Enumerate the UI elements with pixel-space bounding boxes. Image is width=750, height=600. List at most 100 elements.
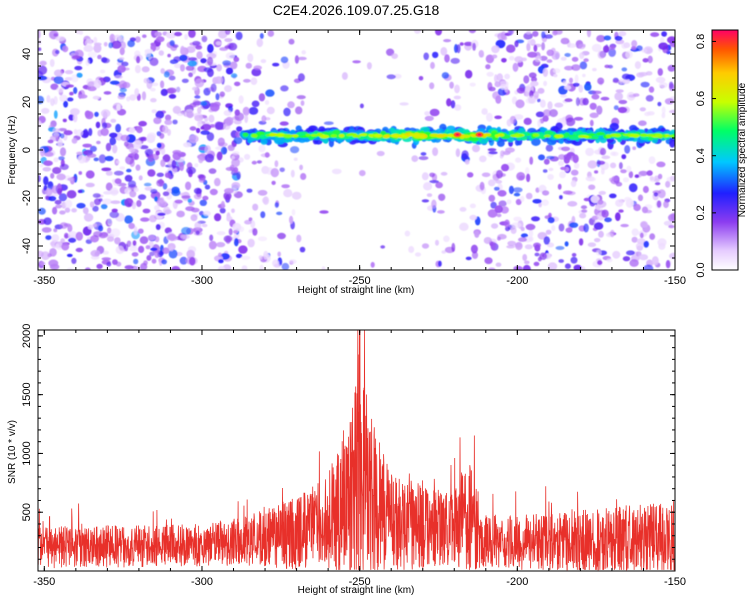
- band-blob: [544, 134, 551, 138]
- x-tick-label: -150: [664, 576, 686, 588]
- noise-blob: [497, 190, 507, 197]
- noise-blob: [537, 98, 541, 103]
- noise-blob: [515, 157, 522, 163]
- noise-blob: [541, 31, 546, 39]
- noise-blob: [518, 237, 527, 242]
- noise-blob: [59, 222, 68, 229]
- noise-blob: [507, 30, 515, 35]
- noise-blob: [504, 219, 510, 228]
- noise-blob: [574, 74, 579, 84]
- noise-blob: [295, 106, 303, 115]
- noise-blob: [267, 30, 275, 37]
- noise-blob: [66, 267, 74, 270]
- noise-blob: [528, 72, 537, 78]
- noise-blob: [215, 93, 220, 101]
- noise-blob: [663, 200, 669, 209]
- band-blob: [640, 133, 648, 137]
- noise-blob: [514, 242, 522, 248]
- noise-blob: [51, 234, 60, 242]
- noise-blob: [540, 99, 546, 108]
- noise-blob: [160, 88, 168, 96]
- noise-blob: [554, 102, 564, 108]
- noise-blob: [584, 82, 592, 91]
- noise-blob: [67, 224, 73, 233]
- noise-blob: [614, 35, 623, 41]
- noise-blob: [70, 74, 79, 83]
- noise-blob: [259, 33, 264, 39]
- noise-blob: [217, 137, 225, 147]
- noise-blob: [39, 60, 47, 66]
- noise-blob: [107, 217, 113, 226]
- noise-blob: [542, 190, 550, 196]
- noise-blob: [522, 264, 531, 270]
- noise-blob: [159, 132, 165, 139]
- noise-blob: [535, 111, 545, 118]
- noise-blob: [488, 267, 496, 270]
- noise-blob: [587, 242, 597, 247]
- noise-blob: [537, 87, 545, 94]
- noise-blob: [198, 177, 206, 183]
- noise-blob: [164, 172, 172, 178]
- noise-blob: [520, 195, 525, 202]
- noise-blob: [131, 252, 139, 257]
- noise-blob: [582, 73, 586, 78]
- noise-blob: [559, 195, 563, 200]
- noise-blob: [523, 32, 533, 40]
- band-blob: [305, 133, 311, 137]
- noise-blob: [575, 97, 580, 106]
- noise-blob: [638, 120, 647, 126]
- noise-blob: [572, 154, 579, 164]
- noise-blob: [567, 43, 577, 48]
- noise-blob: [297, 73, 305, 82]
- noise-blob: [49, 30, 59, 40]
- noise-blob: [585, 147, 594, 157]
- noise-blob: [77, 94, 88, 99]
- noise-blob: [124, 265, 134, 270]
- noise-blob: [620, 169, 627, 174]
- noise-blob: [174, 31, 182, 37]
- noise-blob: [494, 81, 501, 88]
- noise-blob: [169, 59, 179, 64]
- noise-blob: [40, 251, 51, 260]
- noise-blob: [146, 80, 153, 90]
- noise-blob: [453, 95, 461, 100]
- noise-blob: [288, 259, 297, 264]
- noise-blob: [565, 227, 573, 233]
- noise-blob: [156, 179, 165, 187]
- noise-blob: [184, 109, 195, 118]
- noise-blob: [296, 234, 302, 243]
- noise-blob: [71, 257, 77, 264]
- noise-blob: [247, 238, 255, 248]
- noise-blob: [89, 201, 95, 208]
- noise-blob: [545, 229, 552, 235]
- noise-blob: [558, 160, 565, 166]
- noise-blob: [429, 108, 440, 117]
- noise-blob: [437, 210, 445, 214]
- noise-blob: [66, 190, 77, 199]
- noise-blob: [138, 194, 147, 200]
- noise-blob: [622, 256, 631, 262]
- noise-blob: [622, 177, 630, 183]
- noise-blob: [109, 132, 118, 138]
- noise-blob: [69, 91, 74, 96]
- noise-blob: [146, 255, 152, 261]
- noise-blob: [70, 108, 80, 116]
- noise-blob: [218, 265, 225, 270]
- noise-blob: [56, 173, 66, 181]
- noise-blob: [154, 31, 162, 37]
- noise-blob: [144, 182, 152, 187]
- noise-blob: [293, 157, 298, 161]
- noise-blob: [547, 101, 553, 110]
- band-blob: [544, 130, 554, 136]
- noise-blob: [158, 50, 164, 56]
- noise-blob: [469, 214, 478, 221]
- noise-blob: [59, 163, 69, 170]
- noise-blob: [467, 172, 474, 178]
- noise-blob: [173, 63, 182, 69]
- noise-blob: [516, 172, 526, 181]
- noise-blob: [593, 222, 604, 230]
- noise-blob: [424, 111, 430, 116]
- noise-blob: [539, 55, 548, 61]
- noise-blob: [620, 223, 629, 228]
- noise-blob: [214, 213, 222, 222]
